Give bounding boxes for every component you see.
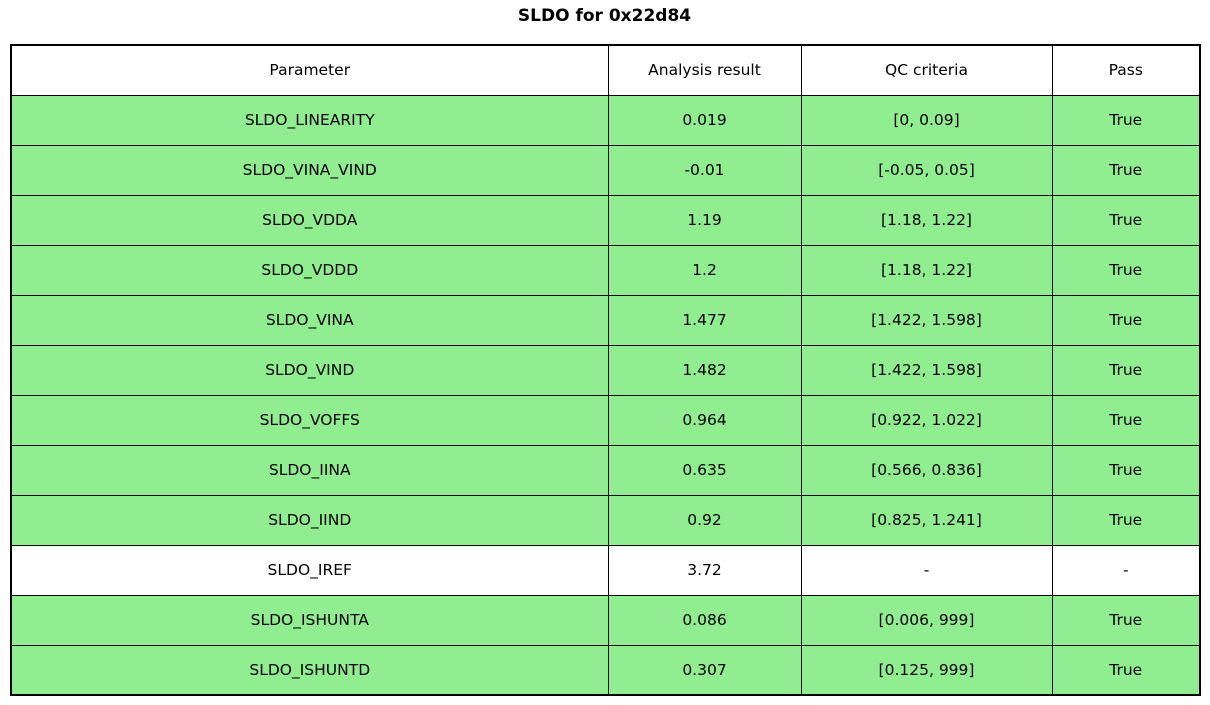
cell-parameter: SLDO_VOFFS (10, 394, 609, 446)
cell-qc-criteria: [1.422, 1.598] (800, 294, 1053, 346)
cell-analysis-result: 1.2 (607, 244, 802, 296)
cell-qc-criteria: [0.006, 999] (800, 594, 1053, 646)
column-header-analysis-result: Analysis result (607, 44, 802, 96)
column-header-qc-criteria: QC criteria (800, 44, 1053, 96)
cell-analysis-result: 0.019 (607, 94, 802, 146)
cell-analysis-result: 1.19 (607, 194, 802, 246)
cell-analysis-result: 0.086 (607, 594, 802, 646)
cell-pass-status: True (1051, 144, 1201, 196)
cell-analysis-result: -0.01 (607, 144, 802, 196)
cell-qc-criteria: [1.422, 1.598] (800, 344, 1053, 396)
cell-analysis-result: 0.307 (607, 644, 802, 696)
cell-pass-status: True (1051, 644, 1201, 696)
cell-pass-status: True (1051, 244, 1201, 296)
cell-parameter: SLDO_IINA (10, 444, 609, 496)
column-header-pass: Pass (1051, 44, 1201, 96)
cell-parameter: SLDO_VINA (10, 294, 609, 346)
cell-analysis-result: 0.964 (607, 394, 802, 446)
table-row: SLDO_IINA 0.635 [0.566, 0.836] True (10, 444, 1201, 496)
table-row: SLDO_IIND 0.92 [0.825, 1.241] True (10, 494, 1201, 546)
cell-qc-criteria: [1.18, 1.22] (800, 244, 1053, 296)
table-row: SLDO_VIND 1.482 [1.422, 1.598] True (10, 344, 1201, 396)
cell-qc-criteria: [0.125, 999] (800, 644, 1053, 696)
cell-pass-status: True (1051, 444, 1201, 496)
cell-qc-criteria: [0, 0.09] (800, 94, 1053, 146)
cell-parameter: SLDO_VDDD (10, 244, 609, 296)
page-title: SLDO for 0x22d84 (517, 6, 692, 26)
table-row: SLDO_ISHUNTD 0.307 [0.125, 999] True (10, 644, 1201, 696)
qc-results-table: Parameter Analysis result QC criteria Pa… (10, 44, 1201, 696)
table-row: SLDO_IREF 3.72 - - (10, 544, 1201, 596)
table-row: SLDO_VINA_VIND -0.01 [-0.05, 0.05] True (10, 144, 1201, 196)
cell-pass-status: True (1051, 494, 1201, 546)
cell-analysis-result: 1.477 (607, 294, 802, 346)
cell-parameter: SLDO_VIND (10, 344, 609, 396)
header-row: Parameter Analysis result QC criteria Pa… (10, 44, 1201, 96)
cell-analysis-result: 0.92 (607, 494, 802, 546)
cell-analysis-result: 1.482 (607, 344, 802, 396)
cell-pass-status: True (1051, 194, 1201, 246)
table-body: SLDO_LINEARITY 0.019 [0, 0.09] True SLDO… (10, 94, 1201, 696)
cell-pass-status: - (1051, 544, 1201, 596)
cell-qc-criteria: [0.566, 0.836] (800, 444, 1053, 496)
cell-pass-status: True (1051, 94, 1201, 146)
cell-pass-status: True (1051, 594, 1201, 646)
cell-analysis-result: 3.72 (607, 544, 802, 596)
cell-analysis-result: 0.635 (607, 444, 802, 496)
table-row: SLDO_LINEARITY 0.019 [0, 0.09] True (10, 94, 1201, 146)
cell-parameter: SLDO_ISHUNTD (10, 644, 609, 696)
table-row: SLDO_VDDD 1.2 [1.18, 1.22] True (10, 244, 1201, 296)
column-header-parameter: Parameter (10, 44, 609, 96)
cell-parameter: SLDO_VDDA (10, 194, 609, 246)
cell-qc-criteria: [1.18, 1.22] (800, 194, 1053, 246)
cell-pass-status: True (1051, 394, 1201, 446)
cell-parameter: SLDO_IREF (10, 544, 609, 596)
cell-qc-criteria: [0.825, 1.241] (800, 494, 1053, 546)
cell-qc-criteria: [-0.05, 0.05] (800, 144, 1053, 196)
table-row: SLDO_ISHUNTA 0.086 [0.006, 999] True (10, 594, 1201, 646)
cell-parameter: SLDO_IIND (10, 494, 609, 546)
cell-pass-status: True (1051, 344, 1201, 396)
cell-parameter: SLDO_ISHUNTA (10, 594, 609, 646)
table-row: SLDO_VOFFS 0.964 [0.922, 1.022] True (10, 394, 1201, 446)
cell-qc-criteria: [0.922, 1.022] (800, 394, 1053, 446)
table-row: SLDO_VDDA 1.19 [1.18, 1.22] True (10, 194, 1201, 246)
cell-parameter: SLDO_LINEARITY (10, 94, 609, 146)
cell-parameter: SLDO_VINA_VIND (10, 144, 609, 196)
cell-pass-status: True (1051, 294, 1201, 346)
cell-qc-criteria: - (800, 544, 1053, 596)
table-row: SLDO_VINA 1.477 [1.422, 1.598] True (10, 294, 1201, 346)
